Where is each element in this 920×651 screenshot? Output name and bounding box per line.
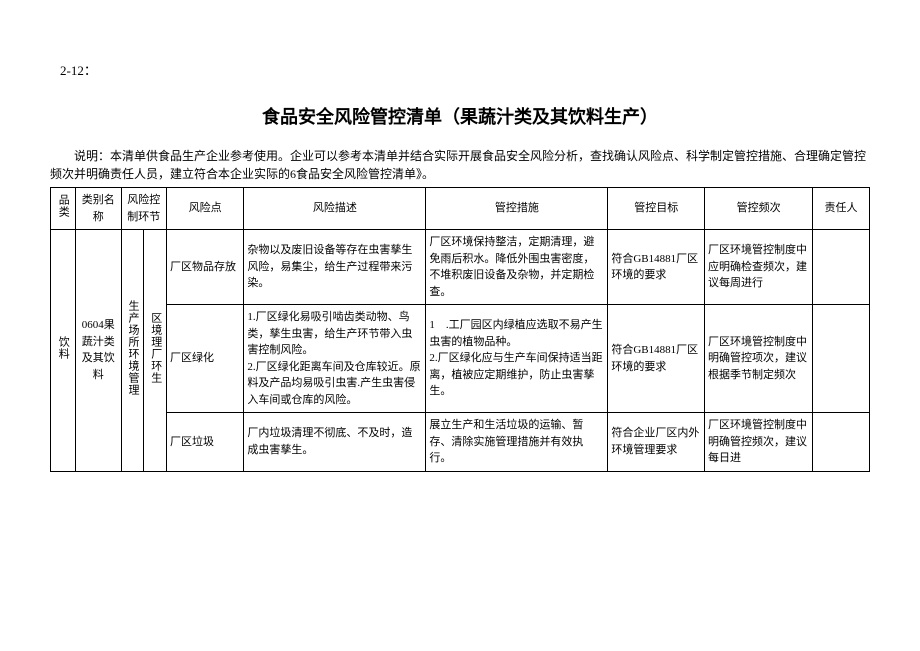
cell-risk: 1.厂区绿化易吸引啮齿类动物、鸟类，孳生虫害，给生产环节带入虫害控制风险。 2.… bbox=[244, 305, 426, 413]
cell-classname: 0604果蔬汁类及其饮料 bbox=[76, 230, 122, 472]
th-target: 管控目标 bbox=[608, 188, 705, 230]
cell-ctrl2: 区境理厂环生 bbox=[144, 230, 167, 472]
cell-owner bbox=[813, 413, 870, 472]
cell-point: 厂区物品存放 bbox=[167, 230, 244, 305]
cell-owner bbox=[813, 305, 870, 413]
cell-target: 符合企业厂区内外环境管理要求 bbox=[608, 413, 705, 472]
th-classname: 类别名称 bbox=[76, 188, 122, 230]
cell-point: 厂区绿化 bbox=[167, 305, 244, 413]
cell-point: 厂区垃圾 bbox=[167, 413, 244, 472]
table-row: 厂区绿化 1.厂区绿化易吸引啮齿类动物、鸟类，孳生虫害，给生产环节带入虫害控制风… bbox=[51, 305, 870, 413]
cell-owner bbox=[813, 230, 870, 305]
cell-measure: 厂区环境保持整洁，定期清理，避免雨后积水。降低外围虫害密度，不堆积废旧设备及杂物… bbox=[426, 230, 608, 305]
cell-freq: 厂区环境管控制度中明确管控项次，建议根据季节制定频次 bbox=[705, 305, 813, 413]
risk-table: 品类 类别名称 风险控制环节 风险点 风险描述 管控措施 管控目标 管控频次 责… bbox=[50, 187, 870, 472]
th-owner: 责任人 bbox=[813, 188, 870, 230]
document-title: 食品安全风险管控清单（果蔬汁类及其饮料生产） bbox=[50, 103, 870, 129]
intro-text: 说明：本清单供食品生产企业参考使用。企业可以参考本清单并结合实际开展食品安全风险… bbox=[50, 147, 870, 183]
cell-risk: 杂物以及废旧设备等存在虫害孳生风险，易集尘，给生产过程带来污染。 bbox=[244, 230, 426, 305]
cell-risk: 厂内垃圾清理不彻底、不及时，造成虫害孳生。 bbox=[244, 413, 426, 472]
cell-measure: 展立生产和生活垃圾的运输、暂存、清除实施管理措施并有效执行。 bbox=[426, 413, 608, 472]
table-row: 厂区垃圾 厂内垃圾清理不彻底、不及时，造成虫害孳生。 展立生产和生活垃圾的运输、… bbox=[51, 413, 870, 472]
cell-freq: 厂区环境管控制度中应明确检查频次，建议每周进行 bbox=[705, 230, 813, 305]
cell-measure: 1 .工厂园区内绿植应选取不易产生虫害的植物品种。 2.厂区绿化应与生产车间保持… bbox=[426, 305, 608, 413]
th-control-link: 风险控制环节 bbox=[121, 188, 167, 230]
cell-ctrl1: 生产场所环境管理 bbox=[121, 230, 144, 472]
th-riskdesc: 风险描述 bbox=[244, 188, 426, 230]
th-riskpoint: 风险点 bbox=[167, 188, 244, 230]
cell-category: 饮料 bbox=[51, 230, 76, 472]
th-freq: 管控频次 bbox=[705, 188, 813, 230]
page-reference: 2-12： bbox=[60, 60, 870, 79]
cell-freq: 厂区环境管控制度中明确管控频次，建议每日进 bbox=[705, 413, 813, 472]
cell-target: 符合GB14881厂区环境的要求 bbox=[608, 230, 705, 305]
table-header-row: 品类 类别名称 风险控制环节 风险点 风险描述 管控措施 管控目标 管控频次 责… bbox=[51, 188, 870, 230]
th-category: 品类 bbox=[51, 188, 76, 230]
th-measure: 管控措施 bbox=[426, 188, 608, 230]
cell-target: 符合GB14881厂区环境的要求 bbox=[608, 305, 705, 413]
table-row: 饮料 0604果蔬汁类及其饮料 生产场所环境管理 区境理厂环生 厂区物品存放 杂… bbox=[51, 230, 870, 305]
